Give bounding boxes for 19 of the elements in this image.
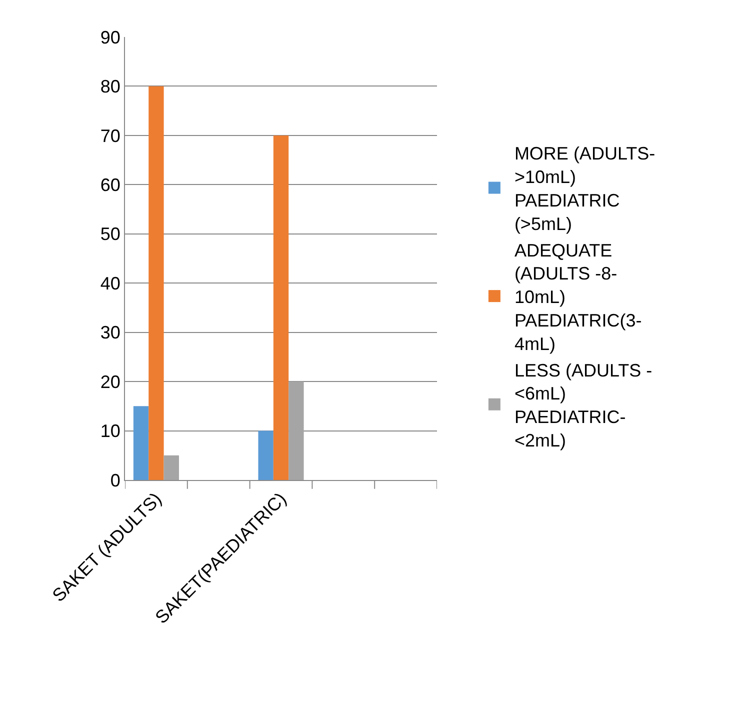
y-tick-label: 30 — [100, 322, 120, 343]
bar — [133, 406, 149, 480]
y-tick-label: 20 — [100, 372, 120, 392]
y-tick-label: 80 — [100, 76, 120, 97]
bar — [164, 455, 179, 480]
bar — [288, 382, 304, 480]
y-tick-label: 0 — [110, 470, 120, 490]
bar — [258, 430, 274, 480]
y-tick-label: 70 — [100, 126, 120, 146]
legend-label: ADEQUATE (ADULTS -8-10mL)PAEDIATRIC(3-4mL) — [514, 240, 642, 354]
legend-label: MORE (ADULTS->10mL)PAEDIATRIC (>5mL) — [514, 144, 656, 234]
y-tick-label: 10 — [100, 421, 120, 442]
y-tick-label: 40 — [100, 273, 120, 294]
bar — [273, 135, 289, 480]
y-tick-label: 90 — [100, 27, 120, 48]
legend-label: LESS (ADULTS -<6mL) PAEDIATRIC-<2mL) — [514, 360, 652, 450]
y-tick-label: 60 — [100, 174, 120, 195]
y-tick-label: 50 — [100, 224, 120, 244]
bar — [148, 86, 164, 480]
